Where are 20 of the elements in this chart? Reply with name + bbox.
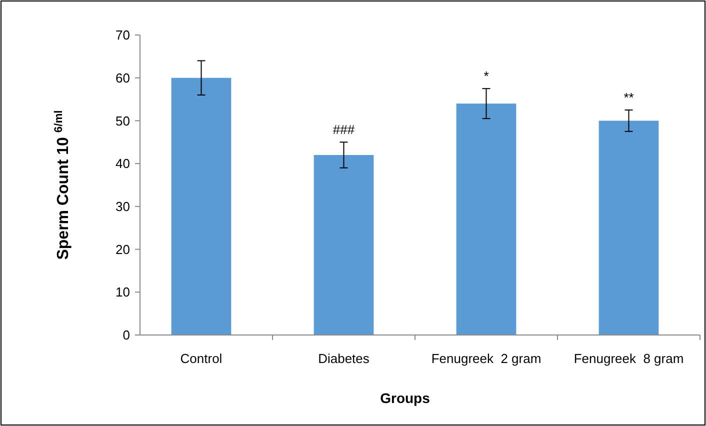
x-tick-label: Fenugreek 8 gram [574, 351, 684, 366]
y-tick-label: 0 [122, 328, 130, 343]
y-tick-label: 70 [116, 28, 130, 43]
annotation: * [484, 68, 489, 84]
x-tick-label: Fenugreek 2 gram [431, 351, 542, 366]
bar [598, 120, 659, 335]
y-tick-label: 60 [116, 70, 130, 86]
bar [171, 78, 232, 335]
x-tick-label: Control [180, 351, 222, 366]
y-tick-label: 40 [116, 156, 130, 172]
annotation: ### [332, 122, 356, 138]
annotation: ** [624, 90, 634, 105]
bar [456, 104, 516, 335]
y-tick-label: 50 [116, 113, 130, 128]
bar [314, 155, 374, 335]
x-axis-title: Groups [380, 390, 430, 406]
x-tick-label: Diabetes [318, 351, 370, 366]
y-tick-label: 10 [116, 284, 130, 300]
y-tick-label: 30 [116, 198, 130, 214]
y-tick-label: 20 [116, 242, 130, 257]
